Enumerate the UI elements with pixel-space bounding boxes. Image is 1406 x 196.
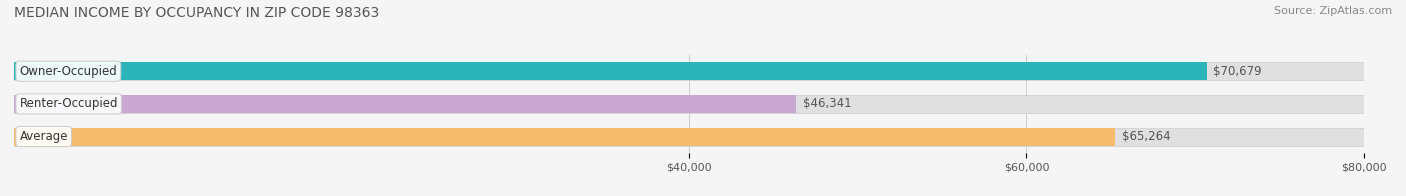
- Text: Owner-Occupied: Owner-Occupied: [20, 65, 117, 78]
- Text: Source: ZipAtlas.com: Source: ZipAtlas.com: [1274, 6, 1392, 16]
- Bar: [14, 128, 1364, 145]
- Bar: [14, 62, 1206, 80]
- Bar: [14, 62, 1364, 80]
- Bar: [14, 128, 1115, 145]
- Text: Renter-Occupied: Renter-Occupied: [20, 97, 118, 110]
- Text: $46,341: $46,341: [803, 97, 851, 110]
- Text: $65,264: $65,264: [1122, 130, 1171, 143]
- Text: Average: Average: [20, 130, 67, 143]
- Text: $70,679: $70,679: [1213, 65, 1263, 78]
- Text: MEDIAN INCOME BY OCCUPANCY IN ZIP CODE 98363: MEDIAN INCOME BY OCCUPANCY IN ZIP CODE 9…: [14, 6, 380, 20]
- Bar: [14, 95, 796, 113]
- Bar: [14, 95, 1364, 113]
